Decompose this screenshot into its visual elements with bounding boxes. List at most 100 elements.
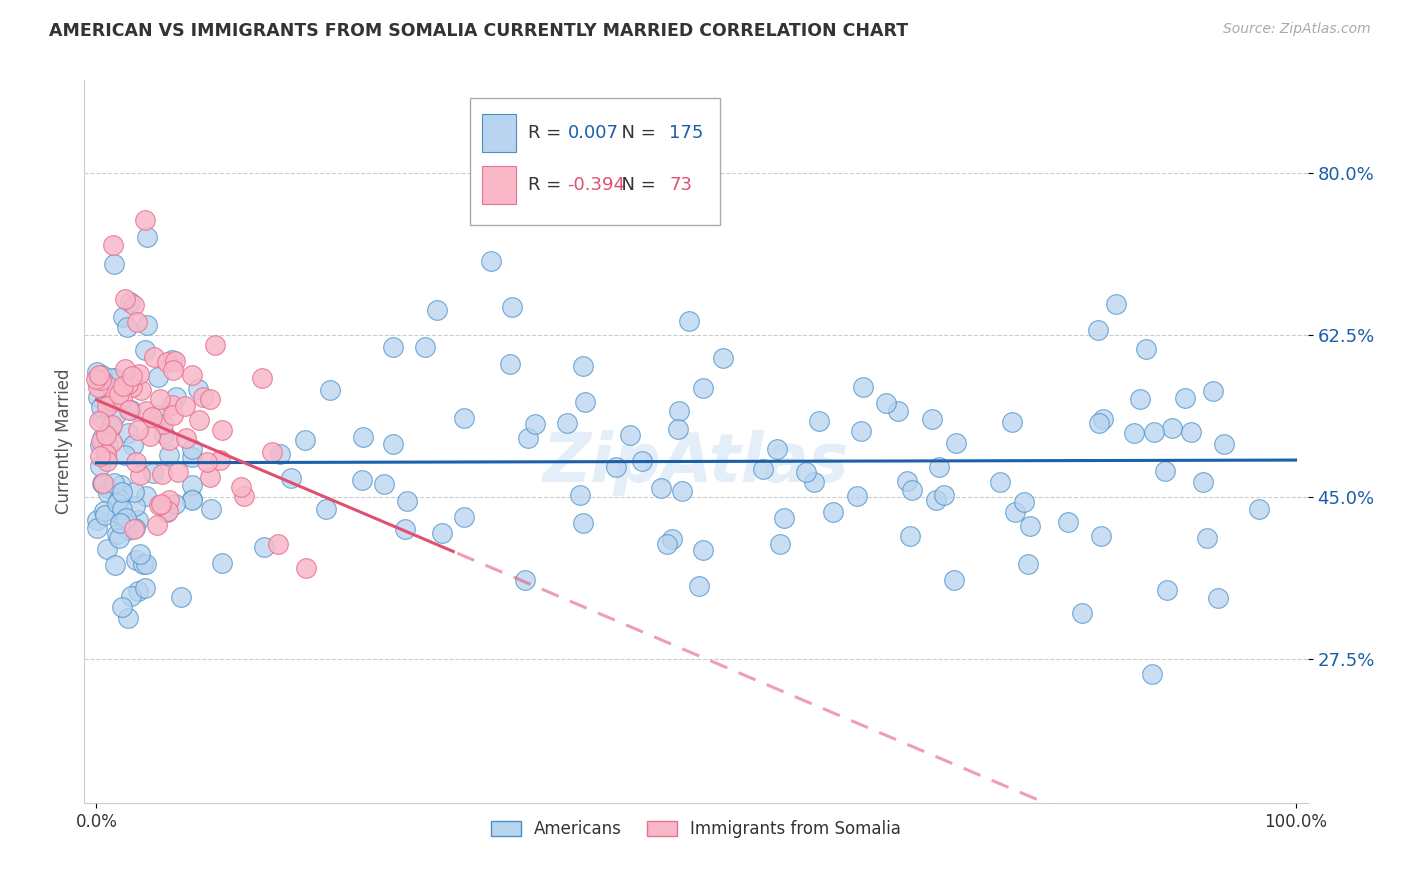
- Point: [110, 477, 132, 491]
- Point: [432, 526, 454, 541]
- Point: [1160, 421, 1182, 435]
- Point: [132, 557, 155, 571]
- Point: [93, 504, 115, 518]
- Point: [229, 480, 252, 494]
- Point: [689, 579, 711, 593]
- Point: [87, 380, 110, 394]
- Point: [453, 410, 475, 425]
- Point: [181, 450, 204, 465]
- Point: [103, 238, 125, 252]
- Point: [103, 257, 125, 271]
- Point: [165, 354, 187, 368]
- Point: [121, 369, 143, 384]
- Point: [280, 471, 302, 485]
- Point: [766, 442, 789, 457]
- Point: [896, 474, 918, 488]
- Point: [122, 523, 145, 537]
- Point: [91, 410, 114, 425]
- Point: [513, 573, 536, 587]
- Point: [142, 351, 165, 365]
- Point: [1122, 425, 1144, 440]
- Point: [1090, 529, 1112, 543]
- Point: [174, 431, 197, 445]
- Point: [128, 468, 150, 483]
- Point: [1140, 667, 1163, 681]
- Point: [105, 527, 128, 541]
- Point: [165, 390, 187, 404]
- FancyBboxPatch shape: [482, 166, 516, 204]
- Point: [114, 448, 136, 462]
- Point: [498, 357, 520, 371]
- Point: [191, 390, 214, 404]
- Point: [1247, 502, 1270, 516]
- Point: [134, 343, 156, 357]
- Point: [108, 531, 131, 545]
- Text: 73: 73: [669, 176, 692, 194]
- Point: [1087, 323, 1109, 337]
- Point: [160, 398, 183, 412]
- Point: [150, 467, 173, 482]
- Point: [568, 488, 591, 502]
- Text: R =: R =: [529, 176, 568, 194]
- Text: 175: 175: [669, 124, 703, 142]
- Point: [124, 521, 146, 535]
- Point: [875, 396, 897, 410]
- FancyBboxPatch shape: [482, 114, 516, 152]
- Point: [1092, 412, 1115, 426]
- Point: [157, 493, 180, 508]
- Point: [104, 409, 127, 423]
- Point: [124, 455, 146, 469]
- Point: [141, 409, 163, 424]
- Point: [149, 392, 172, 407]
- Point: [1105, 297, 1128, 311]
- Point: [198, 392, 221, 406]
- Point: [107, 491, 129, 506]
- Point: [112, 515, 135, 529]
- Point: [1202, 384, 1225, 398]
- Point: [157, 448, 180, 462]
- Point: [124, 553, 146, 567]
- Point: [1143, 425, 1166, 439]
- Point: [148, 498, 170, 512]
- Point: [129, 547, 152, 561]
- Point: [105, 506, 128, 520]
- Point: [91, 475, 114, 490]
- Point: [149, 497, 172, 511]
- Point: [135, 557, 157, 571]
- Y-axis label: Currently Married: Currently Married: [55, 368, 73, 515]
- Point: [90, 400, 112, 414]
- Point: [524, 417, 547, 431]
- Point: [232, 489, 254, 503]
- Point: [711, 351, 734, 365]
- Point: [943, 573, 966, 587]
- Point: [117, 611, 139, 625]
- Point: [988, 475, 1011, 490]
- Point: [139, 429, 162, 443]
- Point: [115, 320, 138, 334]
- Point: [135, 229, 157, 244]
- Point: [846, 490, 869, 504]
- Point: [97, 481, 120, 495]
- Point: [823, 505, 845, 519]
- Point: [650, 481, 672, 495]
- Point: [1192, 475, 1215, 489]
- Point: [200, 501, 222, 516]
- Point: [187, 382, 209, 396]
- Point: [104, 558, 127, 573]
- Point: [396, 494, 419, 508]
- Point: [794, 465, 817, 479]
- Point: [945, 436, 967, 450]
- Point: [852, 379, 875, 393]
- Point: [146, 370, 169, 384]
- Point: [135, 489, 157, 503]
- Point: [808, 414, 831, 428]
- Point: [127, 583, 149, 598]
- Point: [117, 523, 139, 537]
- Point: [769, 537, 792, 551]
- Point: [89, 449, 111, 463]
- Point: [94, 446, 117, 460]
- Point: [90, 434, 112, 449]
- Point: [692, 542, 714, 557]
- Point: [555, 416, 578, 430]
- Point: [146, 517, 169, 532]
